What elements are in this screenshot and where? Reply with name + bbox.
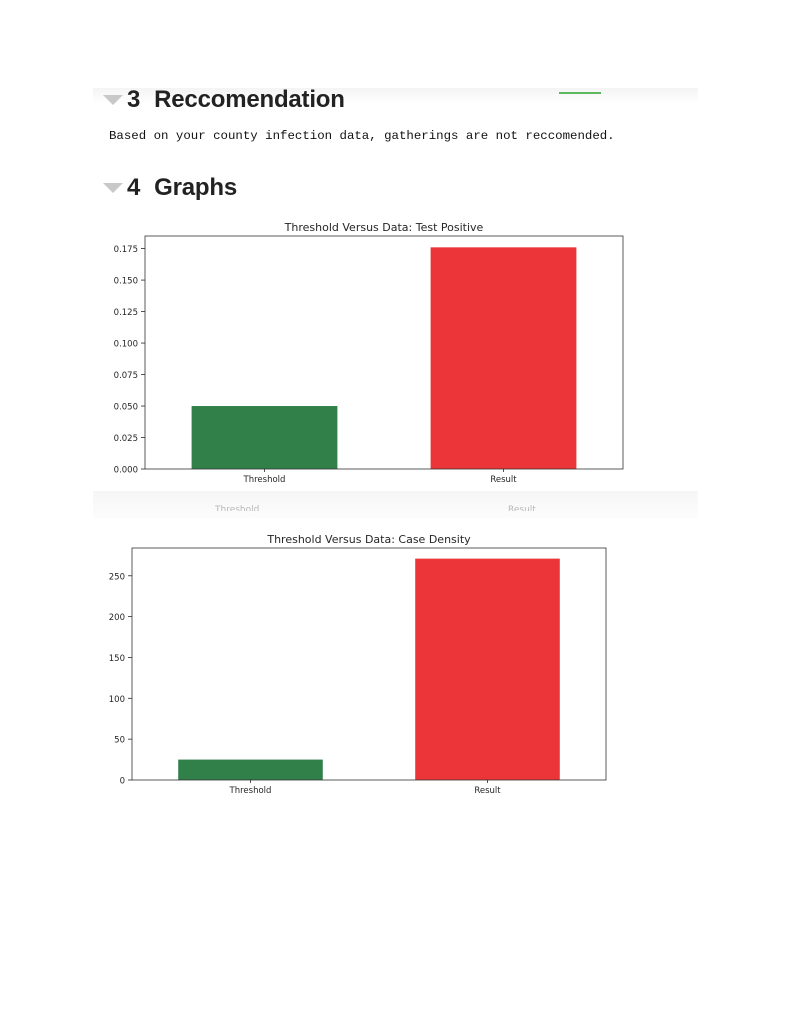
recommendation-output: Based on your county infection data, gat… (109, 129, 615, 143)
x-tick-label: Result (490, 475, 517, 485)
x-tick-label: Threshold (229, 786, 272, 796)
y-tick-label: 0 (120, 777, 125, 787)
chart-case-density: Threshold Versus Data: Case Density 0 50 10… (109, 533, 607, 796)
active-cell-indicator (559, 92, 601, 94)
y-tick-label: 250 (109, 572, 125, 582)
plot-frame (131, 547, 607, 781)
chart-title: Threshold Versus Data: Test Positive (284, 221, 484, 234)
y-tick-label: 200 (109, 613, 125, 623)
cell-header-band (93, 88, 698, 104)
y-tick-label: 0.125 (114, 308, 138, 318)
y-tick-label: 0.025 (114, 434, 138, 444)
y-tick-label: 0.150 (114, 277, 138, 287)
y-tick-label: 150 (109, 654, 125, 664)
bar-threshold (191, 406, 338, 469)
chart-test-positive: Threshold Versus Data: Test Positive 0.00… (114, 221, 624, 485)
triangle-down-icon[interactable] (103, 183, 123, 193)
ghost-tick-label-result: Result (508, 505, 536, 511)
output-scroll-fade (93, 491, 698, 519)
plot-frame (144, 235, 624, 470)
bar-threshold (178, 759, 323, 780)
section-number: 3 (127, 86, 141, 113)
section-title: Graphs (154, 174, 237, 201)
x-tick-label: Threshold (243, 475, 286, 485)
y-tick-label: 50 (114, 736, 125, 746)
x-tick-label: Result (474, 786, 501, 796)
ghost-tick-label-threshold: Threshold (215, 505, 260, 511)
y-tick-label: 0.000 (114, 466, 138, 476)
section-heading-graphs: 4 Graphs (103, 174, 237, 202)
bar-result (430, 247, 577, 469)
section-heading-recommendation: 3 Reccomendation (103, 86, 345, 114)
y-tick-label: 0.075 (114, 371, 138, 381)
section-title: Reccomendation (154, 86, 345, 113)
y-tick-label: 0.175 (114, 245, 138, 255)
section-number: 4 (127, 174, 141, 201)
y-tick-label: 0.100 (114, 340, 138, 350)
bar-result (415, 558, 560, 780)
triangle-down-icon[interactable] (103, 95, 123, 105)
y-tick-label: 0.050 (114, 403, 138, 413)
y-tick-label: 100 (109, 695, 125, 705)
chart-title: Threshold Versus Data: Case Density (266, 533, 471, 546)
